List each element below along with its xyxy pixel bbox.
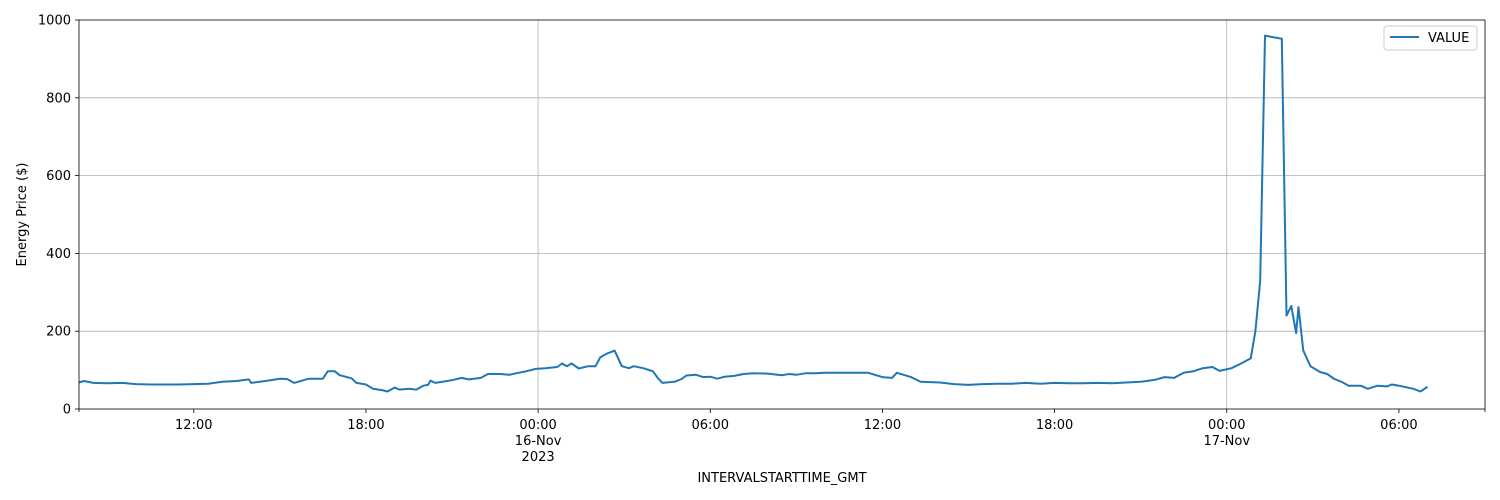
x-tick-label: 18:00 <box>1036 418 1073 433</box>
y-tick-label: 600 <box>46 169 71 184</box>
y-tick-label: 200 <box>46 325 71 340</box>
x-tick-label: 00:00 <box>519 418 556 433</box>
x-tick-label: 16-Nov <box>515 434 562 449</box>
series-line-value <box>78 34 1429 393</box>
x-tick-label: 12:00 <box>864 418 901 433</box>
x-tick-label: 12:00 <box>175 418 212 433</box>
legend-label-value: VALUE <box>1428 31 1469 46</box>
x-axis-label: INTERVALSTARTTIME_GMT <box>697 471 866 486</box>
legend: VALUE <box>1383 25 1478 51</box>
x-tick-label: 17-Nov <box>1203 434 1250 449</box>
x-tick-label: 00:00 <box>1208 418 1245 433</box>
gridlines <box>79 20 1485 409</box>
y-tick-label: 800 <box>46 91 71 106</box>
y-axis-ticks: 0 200 400 600 800 1000 <box>38 14 79 418</box>
plot-area <box>79 20 1485 409</box>
y-tick-label: 0 <box>63 403 71 418</box>
x-tick-label: 06:00 <box>1380 418 1417 433</box>
axes-background <box>79 20 1485 409</box>
x-tick-label: 18:00 <box>347 418 384 433</box>
y-axis-label: Energy Price ($) <box>15 163 30 267</box>
legend-box <box>1383 25 1478 51</box>
y-tick-label: 400 <box>46 247 71 262</box>
x-tick-label: 06:00 <box>692 418 729 433</box>
x-tick-label: 2023 <box>522 450 555 465</box>
axes-frame <box>78 19 1486 410</box>
series-lines <box>78 34 1429 393</box>
y-tick-label: 1000 <box>38 14 71 29</box>
